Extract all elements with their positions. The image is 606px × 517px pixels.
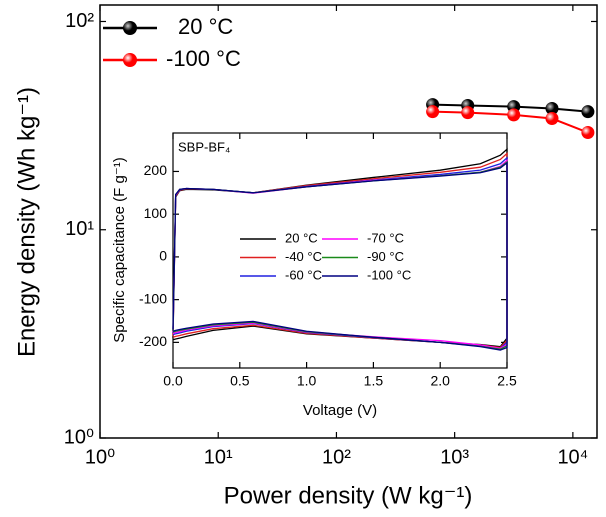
x-tick-label: 10⁴ — [557, 446, 588, 468]
x-axis-label: Power density (W kg⁻¹) — [224, 482, 473, 509]
legend-label: -90 °C — [367, 249, 404, 264]
legend-marker — [123, 21, 137, 35]
legend-label: -70 °C — [367, 230, 404, 245]
data-point — [507, 108, 521, 122]
x-tick-label: 2.5 — [497, 373, 517, 389]
legend-label: 20 °C — [178, 14, 233, 39]
y-tick-label: 0 — [159, 248, 167, 264]
x-tick-label: 0.0 — [163, 373, 183, 389]
legend-label: -60 °C — [285, 267, 322, 282]
legend-label: 20 °C — [285, 230, 318, 245]
legend-marker — [123, 53, 137, 67]
x-tick-label: 10² — [322, 446, 351, 468]
cv-curve — [172, 161, 508, 351]
legend-label: -100 °C — [367, 267, 411, 282]
x-tick-label: 2.0 — [430, 373, 450, 389]
inset-frame — [172, 132, 508, 369]
data-point — [581, 126, 595, 140]
y-tick-label: 10⁰ — [64, 426, 94, 448]
x-tick-label: 10¹ — [204, 446, 233, 468]
inset-x-label: Voltage (V) — [303, 402, 377, 419]
data-point — [545, 102, 559, 116]
x-tick-label: 0.5 — [230, 373, 250, 389]
y-tick-label: 200 — [144, 162, 168, 178]
plot-frame — [99, 4, 598, 439]
legend-label: -40 °C — [285, 249, 322, 264]
y-tick-label: -100 — [139, 290, 167, 306]
data-point — [426, 105, 440, 119]
data-point — [461, 106, 475, 120]
x-tick-label: 10⁰ — [85, 446, 115, 468]
inset-label: SBP-BF₄ — [178, 139, 230, 154]
legend-label: -100 °C — [166, 46, 241, 71]
x-tick-label: 1.0 — [297, 373, 317, 389]
x-tick-label: 10³ — [440, 446, 469, 468]
y-tick-label: -200 — [139, 333, 167, 349]
data-point — [581, 105, 595, 119]
y-tick-label: 100 — [144, 205, 168, 221]
inset-y-label: Specific capacitance (F g⁻¹) — [111, 157, 128, 343]
y-axis-label: Energy density (Wh kg⁻¹) — [13, 87, 40, 357]
y-tick-label: 10¹ — [65, 218, 94, 240]
data-point — [545, 112, 559, 126]
x-tick-label: 1.5 — [364, 373, 384, 389]
y-tick-label: 10² — [65, 10, 94, 32]
